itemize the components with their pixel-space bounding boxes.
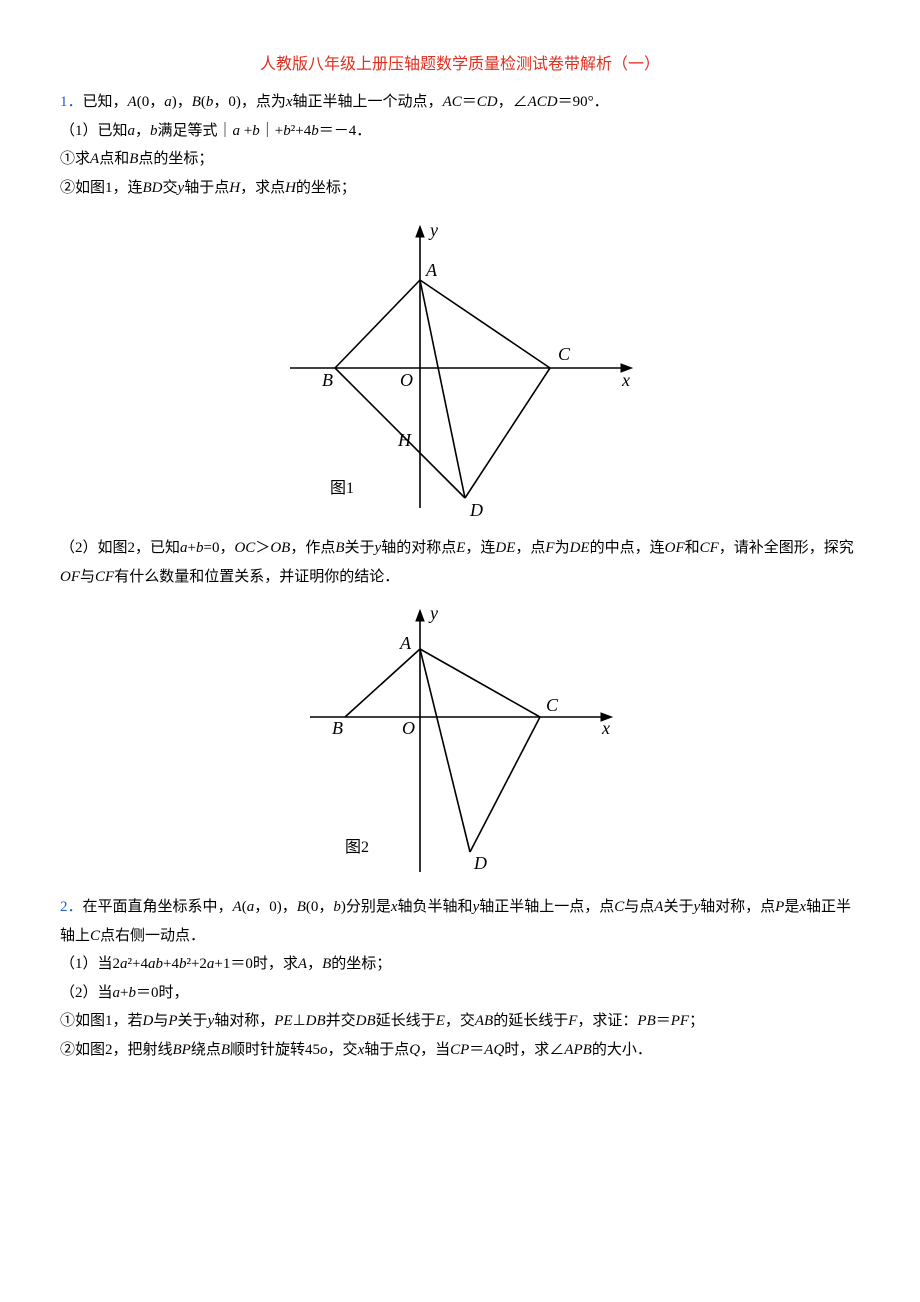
figure2-container: y x A B O C D 图2 xyxy=(60,597,860,887)
fig1-x: x xyxy=(621,370,630,390)
q2-part2b: ②如图2，把射线BP绕点B顺时针旋转45o，交x轴于点Q，当CP＝AQ时，求∠A… xyxy=(60,1036,860,1065)
fig2-y: y xyxy=(428,603,438,623)
fig2-caption: 图2 xyxy=(345,839,369,856)
fig1-H: H xyxy=(397,430,412,450)
q1-stem: 1．已知，A(0，a)，B(b，0)，点为x轴正半轴上一个动点，AC＝CD，∠A… xyxy=(60,88,860,117)
fig1-B: B xyxy=(322,370,333,390)
fig2-D: D xyxy=(473,853,487,873)
figure1-container: y x A B O C H D 图1 xyxy=(60,208,860,528)
figure1: y x A B O C H D 图1 xyxy=(270,208,650,528)
q1-part1b: ②如图1，连BD交y轴于点H，求点H的坐标； xyxy=(60,174,860,203)
fig2-O: O xyxy=(402,718,415,738)
figure2: y x A B O C D 图2 xyxy=(290,597,630,887)
q2-text: 在平面直角坐标系中，A(a，0)，B(0，b)分别是x轴负半轴和y轴正半轴上一点… xyxy=(60,899,851,944)
q1-number: 1． xyxy=(60,94,83,110)
q1-text: 已知，A(0，a)，B(b，0)，点为x轴正半轴上一个动点，AC＝CD，∠ACD… xyxy=(83,94,609,110)
fig2-B: B xyxy=(332,718,343,738)
fig2-x: x xyxy=(601,718,610,738)
q2-number: 2． xyxy=(60,899,83,915)
q2-stem: 2．在平面直角坐标系中，A(a，0)，B(0，b)分别是x轴负半轴和y轴正半轴上… xyxy=(60,893,860,950)
q1-part2: （2）如图2，已知a+b=0，OC＞OB，作点B关于y轴的对称点E，连DE，点F… xyxy=(60,534,860,591)
q2-part1: （1）当2a²+4ab+4b²+2a+1＝0时，求A，B的坐标； xyxy=(60,950,860,979)
q2-part2: （2）当a+b＝0时， xyxy=(60,979,860,1008)
fig1-O: O xyxy=(400,370,413,390)
q1-part1a: ①求A点和B点的坐标； xyxy=(60,145,860,174)
fig1-y: y xyxy=(428,220,438,240)
fig1-C: C xyxy=(558,344,571,364)
fig2-C: C xyxy=(546,695,559,715)
fig1-A: A xyxy=(425,260,438,280)
page-title: 人教版八年级上册压轴题数学质量检测试卷带解析（一） xyxy=(60,50,860,80)
q2-part2a: ①如图1，若D与P关于y轴对称，PE⊥DB并交DB延长线于E，交AB的延长线于F… xyxy=(60,1007,860,1036)
q1-part1: （1）已知a，b满足等式｜a +b｜+b²+4b＝－4． xyxy=(60,117,860,146)
fig2-A: A xyxy=(399,633,412,653)
fig1-D: D xyxy=(469,500,483,520)
fig1-caption: 图1 xyxy=(330,480,354,497)
